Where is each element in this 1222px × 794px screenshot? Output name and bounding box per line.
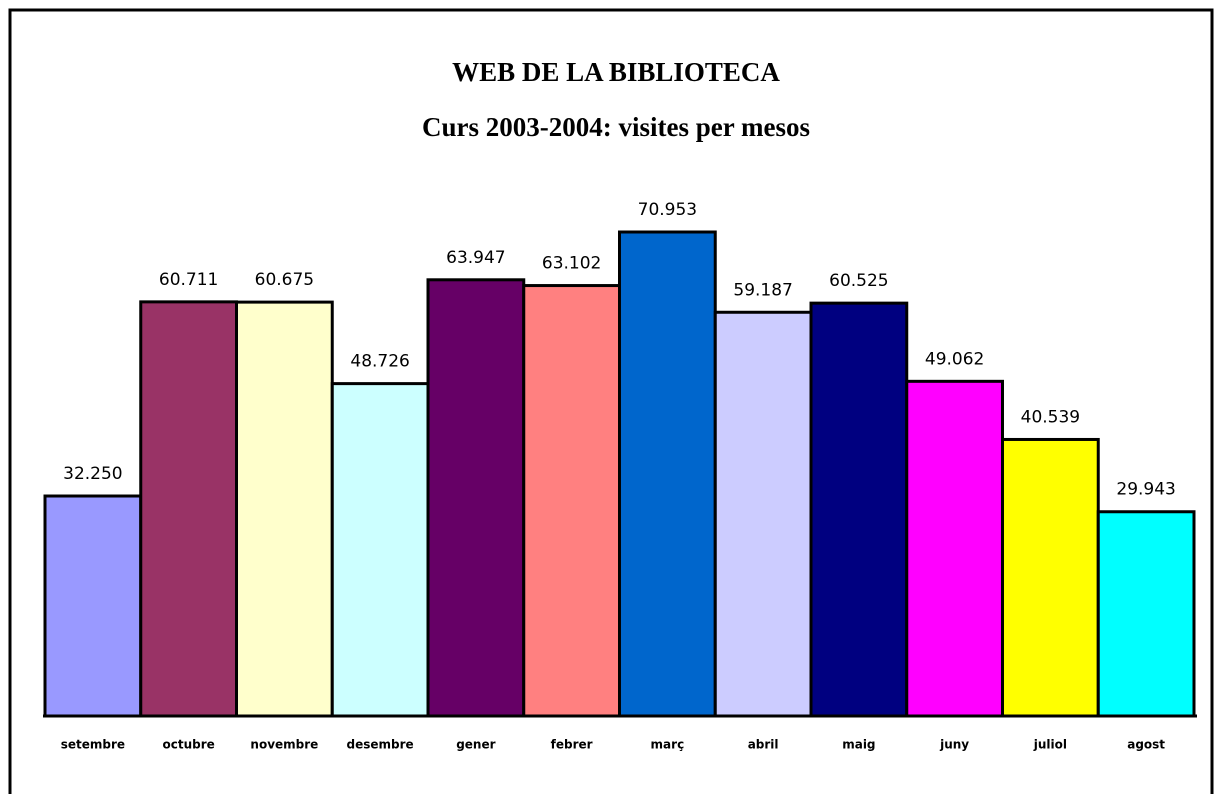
bar (426, 278, 526, 718)
value-label: 32.250 (63, 464, 122, 484)
value-label: 40.539 (1021, 407, 1080, 427)
x-tick-label: juny (939, 738, 969, 752)
value-label: 29.943 (1116, 480, 1175, 500)
x-tick-label: novembre (250, 738, 318, 752)
bar (713, 310, 813, 718)
bar (809, 301, 909, 718)
x-tick-label: octubre (162, 738, 214, 752)
x-tick-label: desembre (347, 738, 414, 752)
bar (1001, 437, 1100, 718)
value-label: 63.947 (446, 248, 505, 268)
value-label: 63.102 (542, 254, 601, 274)
value-label: 49.062 (925, 349, 984, 369)
bar (43, 494, 143, 718)
bar (235, 300, 334, 718)
bar (522, 284, 621, 718)
x-tick-label: juliol (1033, 738, 1067, 752)
bar (618, 230, 717, 718)
bar (905, 379, 1004, 718)
bar (1096, 510, 1196, 718)
value-label: 60.525 (829, 271, 888, 291)
value-label: 60.711 (159, 270, 218, 290)
x-tick-label: abril (748, 738, 779, 752)
x-tick-label: setembre (61, 738, 125, 752)
bar (139, 300, 238, 718)
value-label: 60.675 (255, 270, 314, 290)
bar (330, 382, 430, 718)
x-tick-label: gener (456, 738, 495, 752)
chart-subtitle: Curs 2003-2004: visites per mesos (422, 112, 810, 142)
value-label: 70.953 (638, 200, 697, 220)
x-tick-label: maig (842, 738, 875, 752)
value-label: 48.726 (350, 352, 409, 372)
value-label: 59.187 (733, 280, 792, 300)
x-tick-label: agost (1127, 738, 1165, 752)
chart-title: WEB DE LA BIBLIOTECA (452, 57, 780, 87)
x-tick-label: febrer (551, 738, 593, 752)
x-tick-label: març (651, 738, 685, 752)
